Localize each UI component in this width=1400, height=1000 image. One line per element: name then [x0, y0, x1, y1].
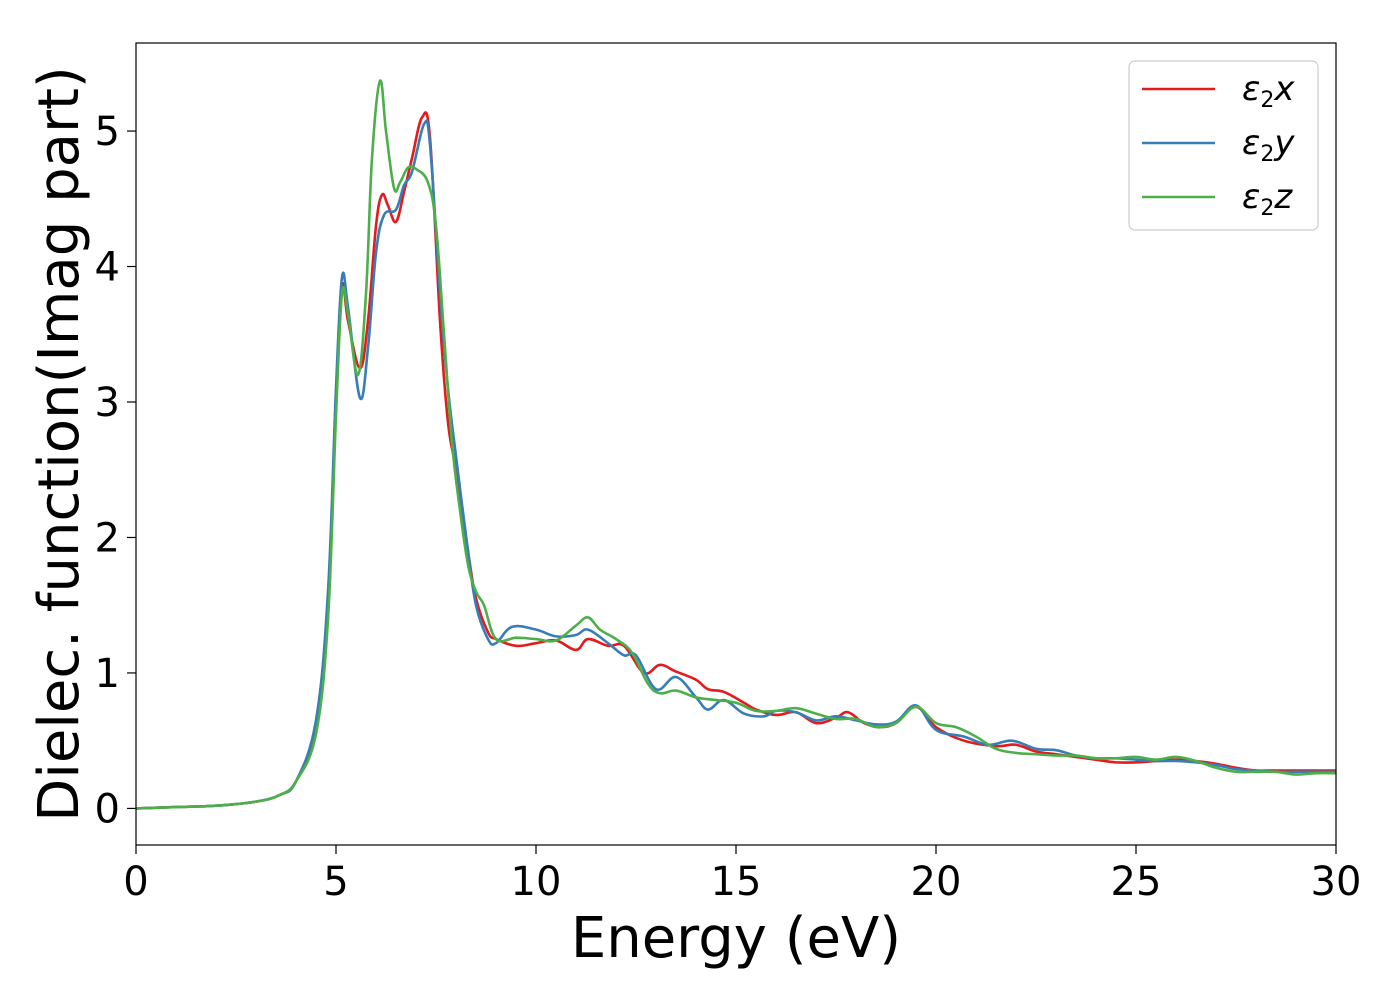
- series-layer: [136, 79, 1336, 810]
- y-tick-label: 5: [95, 109, 120, 155]
- y-tick-label: 1: [95, 651, 120, 697]
- x-tick-label: 15: [711, 859, 762, 905]
- legend-label-z: ε2z: [1242, 177, 1293, 221]
- y-tick-label: 3: [95, 380, 120, 426]
- y-axis-ticks: 0 1 2 3 4 5: [95, 109, 136, 832]
- x-tick-label: 5: [323, 859, 348, 905]
- legend-label-x: ε2x: [1242, 69, 1295, 113]
- x-tick-label: 0: [123, 859, 148, 905]
- series-line-z: [136, 79, 1336, 810]
- x-tick-label: 20: [911, 859, 962, 905]
- y-axis-title: Dielec. function(Imag part): [27, 66, 92, 822]
- legend-label-y: ε2y: [1242, 123, 1295, 167]
- x-axis-ticks: 0 5 10 15 20 25 30: [123, 845, 1361, 905]
- y-tick-label: 2: [95, 515, 120, 561]
- x-tick-label: 30: [1311, 859, 1362, 905]
- x-tick-label: 10: [511, 859, 562, 905]
- legend: ε2x ε2y ε2z: [1128, 60, 1319, 231]
- y-tick-label: 0: [95, 786, 120, 832]
- x-tick-label: 25: [1111, 859, 1162, 905]
- legend-box: [1128, 60, 1319, 231]
- x-axis-title: Energy (eV): [571, 906, 901, 971]
- y-tick-label: 4: [95, 245, 120, 291]
